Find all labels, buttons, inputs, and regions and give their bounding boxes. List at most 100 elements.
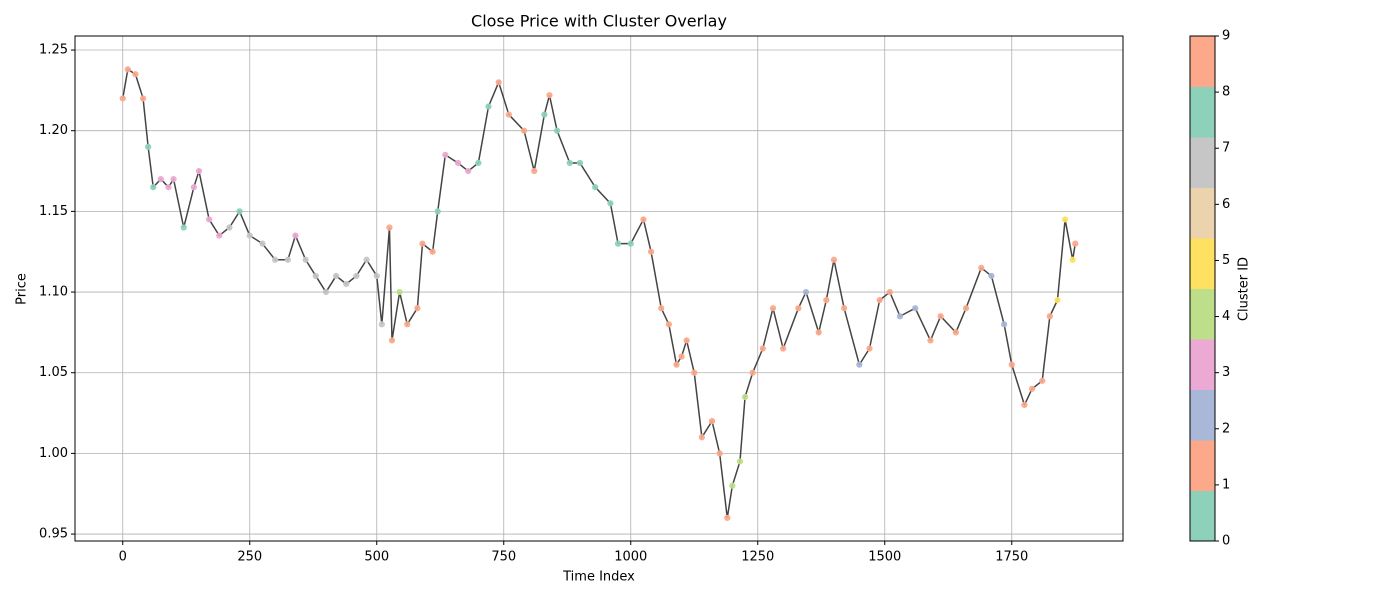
cluster-point [886,288,893,296]
cluster-point [841,305,848,312]
cluster-point [145,143,152,150]
cluster-point [823,297,830,304]
cluster-point [607,200,614,207]
cluster-point [802,288,810,296]
cluster-point [640,216,647,223]
cluster-point [1039,377,1046,384]
cluster-point [124,66,131,73]
cluster-point [396,288,403,296]
cluster-point [729,482,736,489]
chart-title: Close Price with Cluster Overlay [471,12,727,31]
cluster-point [419,240,426,247]
cluster-point [363,256,370,263]
cluster-point [1008,361,1015,368]
cluster-point [1054,297,1061,304]
cluster-point [259,240,266,247]
x-axis-label: Time Index [562,570,635,585]
y-tick-label: 1.25 [39,43,68,58]
cluster-point [566,159,573,167]
cluster-point [190,184,197,191]
cluster-point [759,345,766,352]
cluster-point [236,208,243,215]
cluster-point [546,92,553,99]
cluster-point [741,393,749,401]
cluster-point [475,159,482,167]
cluster-point [830,256,838,263]
colorbar-tick-label: 4 [1222,309,1230,324]
cluster-point [272,256,279,263]
cluster-point [388,337,396,344]
cluster-point [627,240,634,247]
cluster-point [465,167,472,175]
cluster-point [1069,256,1076,263]
y-tick-label: 0.95 [39,527,68,542]
cluster-point [322,288,330,296]
cluster-point [170,176,177,183]
cluster-point [576,159,584,167]
cluster-point [442,151,449,159]
cluster-point [937,313,944,320]
cluster-point [1061,216,1069,223]
x-tick-label: 500 [364,550,389,565]
cluster-point [673,361,680,368]
cluster-point [206,216,213,223]
cluster-point [988,272,995,280]
colorbar-tick-label: 0 [1222,534,1230,549]
x-tick-label: 750 [491,550,516,565]
colorbar-tick-label: 7 [1222,141,1230,156]
cluster-point [333,272,340,280]
x-tick-label: 1750 [995,550,1028,565]
cluster-point [708,418,716,425]
y-tick-label: 1.15 [39,204,68,219]
cluster-point [614,240,622,247]
cluster-point [912,305,919,312]
colorbar-tick-label: 6 [1222,197,1230,212]
cluster-point [1028,385,1036,392]
cluster-point [927,337,934,344]
colorbar-tick-label: 3 [1222,365,1230,380]
cluster-point [749,369,756,376]
cluster-point [165,184,172,191]
cluster-point [978,264,985,271]
cluster-point [150,184,157,191]
cluster-point [485,103,492,110]
colorbar-label: Cluster ID [1237,257,1252,321]
cluster-point [531,167,538,175]
cluster-point [216,232,223,239]
cluster-point [1001,321,1008,328]
cluster-point [724,514,731,522]
cluster-point [1072,240,1079,247]
cluster-point [434,208,441,215]
cluster-point [1021,401,1028,409]
cluster-point [132,71,139,78]
cluster-point [769,305,777,312]
cluster-point [180,224,187,231]
cluster-point [454,159,462,167]
colorbar-segment [1190,288,1215,340]
plot-frame [74,35,1124,542]
cluster-point [876,297,883,304]
cluster-point [856,361,863,368]
cluster-point [736,458,744,465]
cluster-point [678,353,685,360]
y-axis-label: Price [15,273,30,305]
y-tick-label: 1.10 [39,285,68,300]
colorbar-tick-label: 9 [1222,29,1230,44]
cluster-point [647,248,655,255]
colorbar-frame [1189,35,1216,542]
cluster-point [716,450,723,457]
cluster-point [226,224,233,231]
cluster-point [414,305,421,312]
cluster-point [815,329,822,336]
cluster-point [312,272,319,280]
colorbar-tick-label: 8 [1222,85,1230,100]
y-tick-label: 1.05 [39,365,68,380]
cluster-point [195,167,203,175]
y-tick-label: 1.20 [39,123,68,138]
cluster-point [119,95,126,102]
cluster-point [658,305,665,312]
cluster-point [246,232,253,239]
x-tick-label: 1000 [614,550,647,565]
colorbar-segment [1190,36,1215,87]
colorbar-segment [1190,490,1215,542]
